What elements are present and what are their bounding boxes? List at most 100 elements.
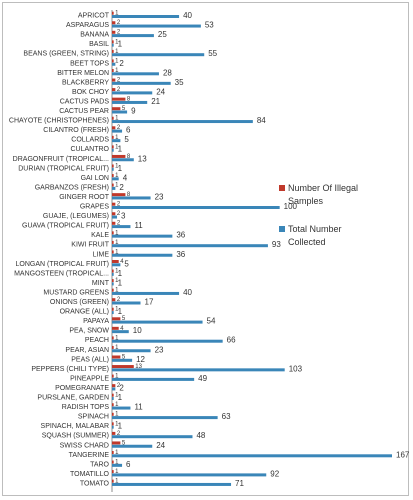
bar-illegal: [112, 126, 116, 130]
category-label: GAI LON: [81, 175, 109, 182]
legend-label-total-line2: Collected: [288, 237, 326, 247]
data-label-illegal: 5: [122, 106, 126, 112]
chart-frame: [2, 2, 409, 496]
data-label-total: 11: [134, 403, 143, 412]
bar-illegal: [112, 240, 114, 244]
category-label: ONIONS (GREEN): [50, 299, 109, 306]
data-label-illegal: 1: [115, 412, 119, 418]
bar-illegal: [112, 384, 116, 388]
data-label-illegal: 1: [115, 39, 119, 45]
category-label: DURIAN (TROPICAL FRUIT): [18, 165, 109, 172]
data-label-illegal: 2: [117, 87, 121, 93]
data-label-illegal: 1: [115, 11, 119, 17]
bar-total: [112, 397, 114, 400]
bar-total: [112, 291, 180, 295]
data-label-total: 2: [119, 183, 124, 192]
category-label: GUAVA (TROPICAL FRUIT): [22, 223, 109, 230]
category-label: PEAR, ASIAN: [65, 347, 109, 354]
data-label-illegal: 1: [115, 307, 119, 313]
bar-total: [112, 473, 267, 477]
bar-total: [112, 416, 218, 420]
data-label-total: 35: [175, 78, 184, 87]
bar-illegal: [112, 393, 114, 397]
data-label-total: 48: [196, 431, 205, 440]
bar-total: [112, 167, 114, 171]
category-label: POMEGRANATE: [55, 385, 109, 392]
category-label: MINT: [92, 280, 110, 287]
bar-illegal: [112, 479, 114, 483]
bar-total: [112, 358, 133, 362]
category-label: SQUASH (SUMMER): [42, 433, 109, 440]
data-label-illegal: 1: [115, 183, 119, 189]
data-label-total: 36: [176, 231, 185, 240]
bar-illegal: [112, 193, 126, 197]
data-label-illegal: 2: [117, 297, 121, 303]
data-label-illegal: 1: [115, 230, 119, 236]
data-label-total: 103: [289, 364, 303, 373]
bar-illegal: [112, 231, 114, 235]
category-label: KALE: [91, 232, 109, 239]
category-label: SWISS CHARD: [60, 442, 109, 449]
data-label-illegal: 1: [115, 335, 119, 341]
data-label-illegal: 1: [115, 345, 119, 351]
data-label-total: 1: [118, 40, 123, 49]
bar-illegal: [112, 154, 126, 158]
bar-total: [112, 320, 203, 324]
category-label: TOMATO: [80, 480, 110, 487]
category-label: CACTUS PEAR: [59, 108, 109, 115]
data-label-illegal: 1: [115, 402, 119, 408]
data-label-total: 6: [126, 126, 131, 135]
category-label: BEET TOPS: [70, 60, 109, 67]
bar-illegal: [112, 336, 114, 340]
data-label-total: 63: [222, 412, 231, 421]
category-label: CHAYOTE (CHRISTOPHENES): [9, 118, 109, 125]
bar-total: [112, 177, 119, 181]
category-label: BLACKBERRY: [62, 79, 109, 86]
data-label-total: 100: [284, 202, 298, 211]
bar-illegal: [112, 250, 114, 254]
bar-illegal: [112, 298, 116, 302]
bar-total: [112, 311, 114, 315]
bar-total: [112, 129, 123, 133]
category-label: CULANTRO: [70, 146, 109, 153]
bar-total: [112, 158, 134, 162]
bar-total: [112, 435, 193, 439]
data-label-total: 1: [118, 307, 123, 316]
bar-illegal: [112, 202, 116, 206]
data-label-total: 40: [183, 11, 192, 20]
data-label-illegal: 13: [135, 364, 142, 370]
bar-illegal: [112, 212, 116, 216]
data-label-illegal: 2: [117, 211, 121, 217]
data-label-illegal: 4: [120, 326, 124, 332]
bar-total: [112, 215, 118, 219]
bar-illegal: [112, 11, 114, 15]
data-label-illegal: 1: [115, 479, 119, 485]
bar-illegal: [112, 97, 126, 101]
category-label: MUSTARD GREENS: [43, 289, 109, 296]
bar-illegal: [112, 460, 114, 464]
data-label-total: 54: [207, 317, 216, 326]
data-label-total: 71: [235, 479, 244, 488]
data-label-total: 24: [156, 441, 165, 450]
data-label-illegal: 1: [115, 68, 119, 74]
data-label-illegal: 5: [122, 316, 126, 322]
bar-total: [112, 15, 180, 18]
data-label-illegal: 2: [117, 221, 121, 227]
bar-illegal: [112, 135, 114, 139]
legend: Number Of Illegal Samples Total Number C…: [279, 183, 358, 247]
category-label: GRAPES: [80, 204, 110, 211]
bar-illegal: [112, 107, 121, 111]
bar-total: [112, 301, 141, 305]
bar-illegal: [112, 30, 116, 34]
data-label-total: 93: [272, 240, 281, 249]
bar-total: [112, 234, 173, 238]
data-label-total: 28: [163, 68, 172, 77]
bar-total: [112, 406, 131, 410]
data-label-total: 36: [176, 250, 185, 259]
bar-illegal: [112, 403, 114, 407]
bar-illegal: [112, 374, 114, 378]
data-label-total: 92: [270, 469, 279, 478]
bar-illegal: [112, 174, 114, 178]
data-label-total: 40: [183, 288, 192, 297]
data-label-illegal: 1: [115, 249, 119, 255]
